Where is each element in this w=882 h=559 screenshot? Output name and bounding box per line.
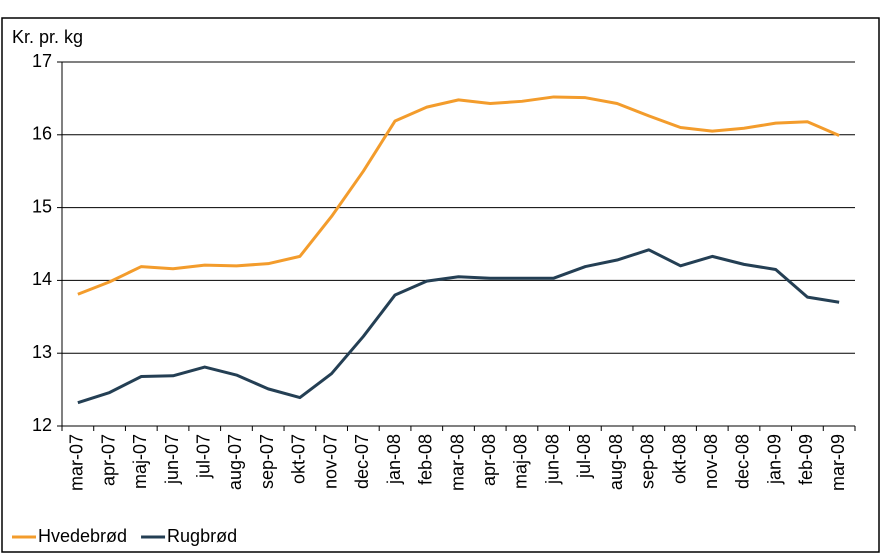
- y-axis-label: Kr. pr. kg: [12, 27, 83, 47]
- x-tick-label: nov-08: [701, 434, 721, 489]
- x-tick-label: jan-09: [764, 434, 784, 485]
- line-series: [77, 95, 840, 296]
- y-tick-label: 17: [32, 51, 52, 71]
- y-tick-label: 12: [32, 415, 52, 435]
- x-tick-label: jul-07: [193, 434, 213, 479]
- x-tick-label: apr-08: [479, 434, 499, 486]
- x-tick-label: feb-09: [796, 434, 816, 485]
- x-tick-label: mar-09: [828, 434, 848, 491]
- y-tick-label: 15: [32, 196, 52, 216]
- x-tick-label: aug-07: [225, 434, 245, 490]
- x-tick-label: maj-07: [130, 434, 150, 489]
- x-tick-label: sep-07: [257, 434, 277, 489]
- x-tick-label: feb-08: [416, 434, 436, 485]
- y-tick-label: 16: [32, 124, 52, 144]
- x-tick-label: mar-07: [67, 434, 87, 491]
- y-tick-label: 14: [32, 269, 52, 289]
- x-tick-label: aug-08: [606, 434, 626, 490]
- chart-frame: [1, 17, 880, 553]
- x-tick-label: nov-07: [320, 434, 340, 489]
- x-tick-label: apr-07: [98, 434, 118, 486]
- x-tick-label: jun-07: [162, 434, 182, 485]
- x-tick-label: mar-08: [447, 434, 467, 491]
- x-tick-label: jan-08: [384, 434, 404, 485]
- x-tick-label: maj-08: [511, 434, 531, 489]
- x-tick-label: okt-07: [289, 434, 309, 484]
- legend-label: Rugbrød: [167, 526, 237, 546]
- x-tick-label: jul-08: [574, 434, 594, 479]
- x-tick-label: sep-08: [638, 434, 658, 489]
- x-tick-label: jun-08: [542, 434, 562, 485]
- x-tick-label: dec-08: [733, 434, 753, 489]
- line-series: [77, 248, 840, 405]
- legend-label: Hvedebrød: [38, 526, 127, 546]
- y-tick-label: 13: [32, 342, 52, 362]
- x-tick-label: dec-07: [352, 434, 372, 489]
- x-tick-label: okt-08: [669, 434, 689, 484]
